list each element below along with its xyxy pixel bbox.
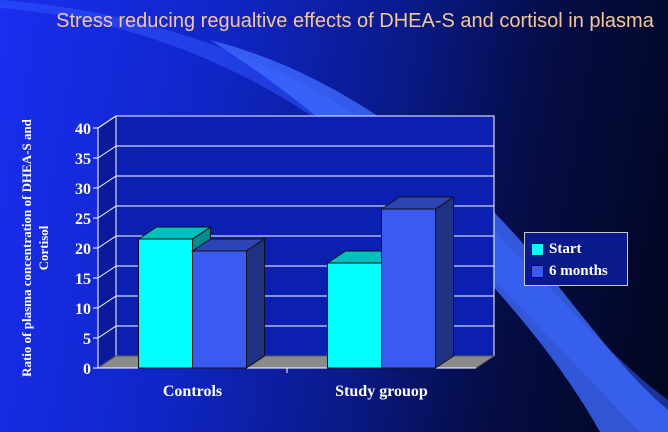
bar-side (246, 238, 265, 369)
bar (192, 250, 247, 369)
legend-item-6-months: 6 months (531, 260, 627, 282)
bar (138, 238, 193, 369)
y-tick-label: 5 (83, 331, 91, 348)
legend-label-start: Start (549, 240, 582, 257)
legend-item-start: Start (531, 238, 627, 260)
legend-swatch-6-months (531, 264, 544, 278)
legend-label-6-months: 6 months (549, 262, 608, 279)
gridline-side (97, 235, 117, 249)
gridline-side (97, 145, 117, 159)
x-tick-label: Controls (163, 383, 222, 400)
y-tick-label: 20 (75, 241, 91, 258)
gridline-side (97, 295, 117, 309)
x-tick-label: Study grouop (335, 383, 428, 400)
bar (381, 208, 436, 369)
y-tick-label: 10 (75, 301, 91, 318)
y-tick-label: 30 (75, 181, 91, 198)
bar-side (435, 196, 454, 369)
y-tick-label: 35 (75, 151, 91, 168)
legend-swatch-start (531, 242, 544, 256)
y-tick-label: 40 (75, 121, 91, 138)
y-tick-label: 0 (83, 361, 91, 378)
gridline-side (97, 205, 117, 219)
gridline-side (97, 265, 117, 279)
gridline-side (97, 115, 117, 129)
gridline-side (97, 175, 117, 189)
legend: Start 6 months (524, 232, 628, 286)
y-tick-label: 15 (75, 271, 91, 288)
gridline-side (97, 325, 117, 339)
y-tick-label: 25 (75, 211, 91, 228)
bar (327, 262, 382, 369)
chart-title: Stress reducing regualtive effects of DH… (56, 10, 654, 32)
